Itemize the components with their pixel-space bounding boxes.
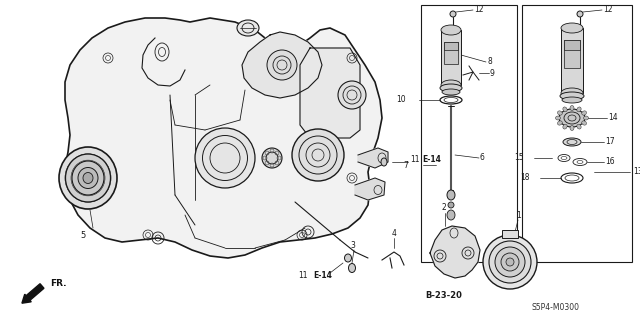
Ellipse shape xyxy=(440,84,462,92)
Ellipse shape xyxy=(267,50,297,80)
Polygon shape xyxy=(65,18,382,258)
Ellipse shape xyxy=(501,253,519,271)
Ellipse shape xyxy=(450,11,456,17)
Text: 1: 1 xyxy=(516,212,521,220)
Ellipse shape xyxy=(584,116,589,120)
Text: S5P4-M0300: S5P4-M0300 xyxy=(531,303,579,313)
Text: 16: 16 xyxy=(605,157,614,166)
Ellipse shape xyxy=(59,147,117,209)
Bar xyxy=(564,40,580,50)
Text: 2: 2 xyxy=(442,204,447,212)
Ellipse shape xyxy=(563,124,567,129)
Ellipse shape xyxy=(563,138,581,146)
Text: 12: 12 xyxy=(603,5,612,14)
Bar xyxy=(502,230,518,238)
Ellipse shape xyxy=(506,258,514,266)
Ellipse shape xyxy=(381,158,387,166)
Ellipse shape xyxy=(349,263,355,273)
Ellipse shape xyxy=(483,235,537,289)
Ellipse shape xyxy=(560,92,584,100)
Ellipse shape xyxy=(262,148,282,168)
Ellipse shape xyxy=(195,128,255,188)
Text: 11: 11 xyxy=(298,271,307,281)
Text: 3: 3 xyxy=(350,242,355,251)
Ellipse shape xyxy=(577,107,581,112)
Ellipse shape xyxy=(561,88,583,98)
Text: 7: 7 xyxy=(403,161,408,170)
FancyArrow shape xyxy=(22,284,44,303)
Ellipse shape xyxy=(570,106,574,110)
Ellipse shape xyxy=(577,11,583,17)
Text: 12: 12 xyxy=(474,5,483,14)
Ellipse shape xyxy=(557,111,563,115)
Ellipse shape xyxy=(78,167,98,188)
Bar xyxy=(522,5,632,262)
Ellipse shape xyxy=(489,241,531,283)
Text: 4: 4 xyxy=(392,229,397,238)
Ellipse shape xyxy=(495,247,525,277)
Ellipse shape xyxy=(447,190,455,200)
Ellipse shape xyxy=(338,81,366,109)
Text: 15: 15 xyxy=(514,154,524,163)
Ellipse shape xyxy=(582,111,586,115)
Bar xyxy=(561,28,583,93)
Text: 18: 18 xyxy=(520,173,529,182)
Bar xyxy=(441,30,461,85)
Text: 13: 13 xyxy=(633,166,640,175)
Polygon shape xyxy=(430,226,480,278)
Polygon shape xyxy=(355,178,385,200)
Text: 10: 10 xyxy=(396,95,406,105)
Bar xyxy=(421,5,517,262)
Bar xyxy=(564,40,580,68)
Ellipse shape xyxy=(237,20,259,36)
Ellipse shape xyxy=(562,97,582,103)
Ellipse shape xyxy=(559,109,585,127)
Ellipse shape xyxy=(344,254,351,262)
Text: 17: 17 xyxy=(605,138,614,147)
Bar xyxy=(444,42,458,64)
Ellipse shape xyxy=(563,107,567,112)
Text: B-23-20: B-23-20 xyxy=(425,292,462,300)
Ellipse shape xyxy=(447,210,455,220)
Text: E-14: E-14 xyxy=(422,156,441,164)
Text: FR.: FR. xyxy=(50,279,67,289)
Text: 11: 11 xyxy=(410,156,419,164)
Ellipse shape xyxy=(65,154,111,202)
Text: 8: 8 xyxy=(487,57,492,66)
Ellipse shape xyxy=(556,116,561,120)
Ellipse shape xyxy=(441,80,461,90)
Polygon shape xyxy=(358,148,388,168)
Ellipse shape xyxy=(577,124,581,129)
Text: 6: 6 xyxy=(480,153,485,162)
Ellipse shape xyxy=(570,125,574,131)
Polygon shape xyxy=(242,32,322,98)
Polygon shape xyxy=(300,48,360,138)
Ellipse shape xyxy=(72,161,104,195)
Ellipse shape xyxy=(448,202,454,208)
Bar xyxy=(444,42,458,50)
Ellipse shape xyxy=(561,23,583,33)
Ellipse shape xyxy=(441,25,461,35)
Ellipse shape xyxy=(557,121,563,125)
Ellipse shape xyxy=(292,129,344,181)
Ellipse shape xyxy=(83,172,93,183)
Text: 9: 9 xyxy=(490,68,495,77)
Text: 5: 5 xyxy=(80,231,85,241)
Ellipse shape xyxy=(582,121,586,125)
Ellipse shape xyxy=(442,89,460,95)
Text: 14: 14 xyxy=(608,114,618,123)
Text: E-14: E-14 xyxy=(313,271,332,281)
